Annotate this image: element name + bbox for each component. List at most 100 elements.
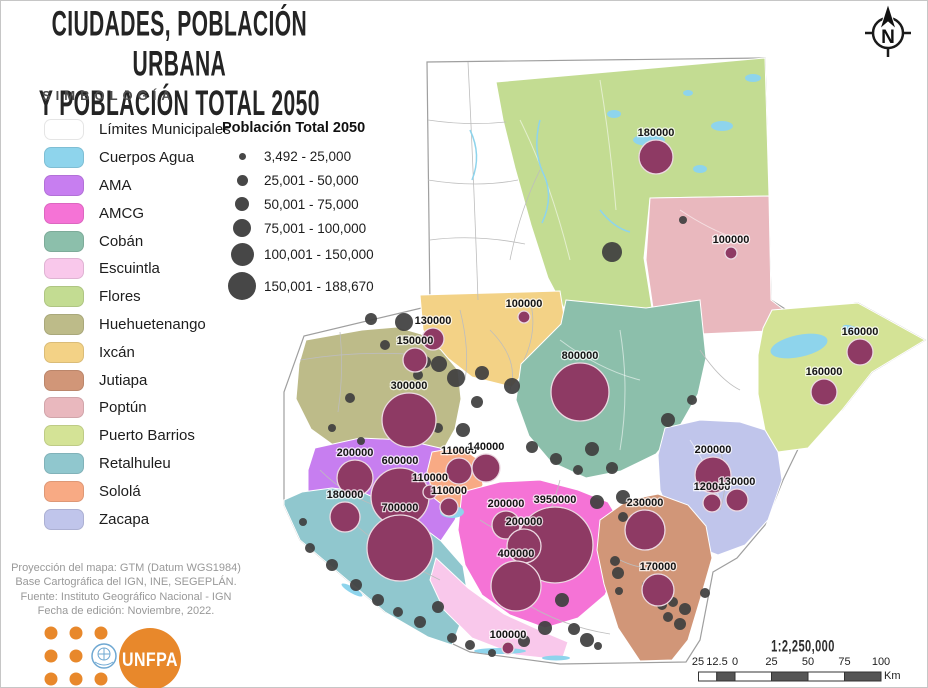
city-population-label: 400000: [498, 548, 535, 560]
scale-ratio: 1:2,250,000: [771, 636, 835, 656]
city-population-circle: [517, 310, 531, 324]
city-population-label: 100000: [490, 629, 527, 641]
legend-label: Jutiapa: [99, 371, 148, 389]
town-dot: [456, 423, 470, 437]
legend-item: Puerto Barrios: [44, 422, 231, 450]
legend-item: Límites Municipales: [44, 116, 231, 144]
graduated-legend-heading: Población Total 2050: [222, 120, 366, 136]
city-population-circle: [501, 641, 515, 655]
city-labels-layer: 180000 100000 100000 130000 150000 800000 3000…: [325, 126, 879, 643]
city-population-label: 600000: [382, 455, 419, 467]
town-dot: [299, 518, 307, 526]
legend-swatch: [44, 341, 84, 363]
graduated-class: 75,001 - 100,000: [220, 216, 374, 240]
graduated-legend: Población Total 2050 3,492 - 25,000 25,00…: [220, 120, 374, 303]
legend-label: Zacapa: [99, 510, 150, 528]
city-population-label: 3950000: [534, 494, 577, 506]
unfpa-text: UNFPA: [122, 650, 178, 671]
city-population-circle: [810, 378, 838, 406]
credit-line: Fuente: Instituto Geográfico Nacional - …: [20, 590, 232, 603]
legend-swatch: [44, 202, 84, 224]
credit-line: Base Cartográfica del IGN, INE, SEGEPLÁN…: [15, 576, 237, 589]
town-dot: [414, 616, 426, 628]
graduated-class: 100,001 - 150,000: [220, 240, 374, 269]
town-dot: [345, 393, 355, 403]
scale-tick-label: 50: [801, 656, 815, 668]
town-dot: [305, 543, 315, 553]
legend-item: Escuintla: [44, 255, 231, 283]
town-dot: [580, 633, 594, 647]
legend-item: Zacapa: [44, 505, 231, 533]
city-population-label: 200000: [488, 498, 525, 510]
legend-label: Retalhuleu: [99, 454, 171, 472]
city-population-label: 200000: [695, 444, 732, 456]
legend-label: Ixcán: [99, 343, 135, 361]
city-population-label: 230000: [627, 497, 664, 509]
legend-swatch: [44, 425, 84, 447]
legend-label: AMA: [99, 176, 132, 194]
city-population-circle: [336, 459, 374, 497]
city-population-label: 100000: [506, 298, 543, 310]
unfpa-logo: UNFPA: [44, 626, 181, 688]
legend-label: Sololá: [99, 482, 141, 500]
city-population-label: 110000: [441, 445, 477, 457]
city-population-circle: [366, 514, 434, 582]
legend-item: Sololá: [44, 477, 231, 505]
graduated-class-label: 100,001 - 150,000: [264, 247, 374, 262]
city-population-label: 800000: [562, 350, 599, 362]
logo-dot: [69, 672, 83, 686]
scale-tick-label: 100: [871, 656, 891, 668]
city-population-label: 140000: [468, 441, 505, 453]
logo-dot: [44, 649, 58, 663]
town-dot: [475, 366, 489, 380]
city-population-label: 180000: [327, 489, 364, 501]
logo-dot: [44, 626, 58, 640]
credit-line: Proyección del mapa: GTM (Datum WGS1984): [11, 562, 241, 574]
town-dot: [618, 512, 628, 522]
city-population-label: 180000: [638, 127, 675, 139]
city-population-label: 160000: [806, 366, 843, 378]
town-dot: [380, 340, 390, 350]
town-dot: [538, 621, 552, 635]
city-population-circle: [641, 573, 675, 607]
logo-dot: [69, 626, 83, 640]
legend-label: Cuerpos Agua: [99, 149, 195, 167]
legend-label: Flores: [99, 288, 141, 306]
city-population-label: 130000: [415, 315, 452, 327]
town-dot: [395, 313, 413, 331]
un-emblem-lines: [94, 647, 114, 666]
town-dot: [471, 396, 483, 408]
town-dot: [488, 649, 496, 657]
city-population-label: 170000: [640, 561, 677, 573]
legend-swatch: [44, 397, 84, 419]
graduated-class-label: 50,001 - 75,000: [264, 196, 359, 212]
graduated-circle-icon: [235, 197, 249, 211]
legend-item: Cobán: [44, 227, 231, 255]
scale-bar: 25 12.5 0 25 50 75 100 Km: [688, 656, 928, 688]
town-dot: [432, 601, 444, 613]
legend-item: Poptún: [44, 394, 231, 422]
city-population-label: 150000: [397, 335, 434, 347]
town-dot: [616, 490, 630, 504]
lake-izabal: [770, 333, 828, 359]
graduated-circle-icon: [230, 243, 254, 266]
graduated-circle-icon: [228, 272, 256, 300]
map-title-line1: CIUDADES, POBLACIÓN URBANA: [51, 4, 308, 84]
legend-item: Huehuetenango: [44, 311, 231, 339]
town-dot: [687, 395, 697, 405]
legend-item: AMA: [44, 172, 231, 200]
scale-tick-label: 0: [731, 656, 739, 668]
town-dot: [602, 242, 622, 262]
unfpa-circle: [119, 628, 181, 688]
graduated-circle-box: [220, 272, 264, 300]
scale-unit: Km: [884, 670, 901, 682]
scale-bar-graphic: [698, 671, 882, 682]
legend-label: Cobán: [99, 232, 144, 250]
town-dot: [700, 588, 710, 598]
legend-item: Retalhuleu: [44, 450, 231, 478]
map-title-line2: Y POBLACIÓN TOTAL 2050: [38, 83, 320, 124]
unfpa-logo-dots: [44, 626, 108, 686]
city-circles-layer: [329, 139, 874, 655]
town-dot: [365, 313, 377, 325]
graduated-circle-box: [220, 174, 264, 186]
